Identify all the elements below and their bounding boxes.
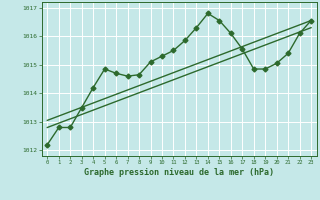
X-axis label: Graphe pression niveau de la mer (hPa): Graphe pression niveau de la mer (hPa) <box>84 168 274 177</box>
